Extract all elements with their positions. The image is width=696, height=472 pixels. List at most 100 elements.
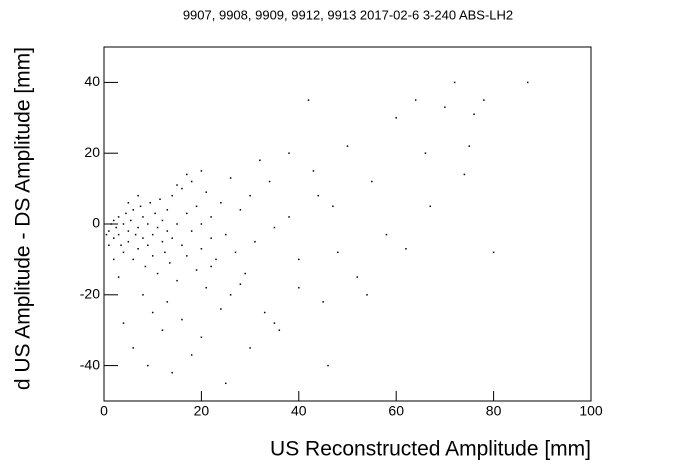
point — [298, 258, 300, 261]
point — [176, 279, 178, 282]
point — [127, 240, 130, 243]
point — [268, 180, 271, 183]
y-tick-label: -20 — [80, 286, 100, 302]
point — [220, 308, 222, 310]
point — [125, 212, 127, 215]
point — [117, 216, 120, 218]
point — [254, 240, 256, 243]
point — [483, 99, 485, 101]
point — [137, 226, 139, 229]
point — [229, 177, 232, 179]
point — [473, 113, 475, 116]
point — [366, 294, 368, 296]
point — [115, 226, 117, 229]
point — [186, 255, 188, 257]
x-tick-label: 20 — [194, 403, 210, 419]
point — [346, 145, 349, 147]
point — [239, 209, 242, 211]
point — [312, 170, 315, 172]
point — [166, 301, 169, 303]
y-tick-label: 0 — [92, 215, 100, 231]
chart-title: 9907, 9908, 9909, 9912, 9913 2017-02-6 3… — [183, 7, 513, 22]
point — [453, 81, 456, 84]
point — [130, 219, 132, 222]
point — [139, 205, 142, 208]
point — [215, 258, 217, 261]
point — [327, 364, 329, 367]
point — [307, 99, 310, 101]
point — [127, 202, 130, 204]
point — [147, 223, 149, 225]
point — [322, 301, 324, 303]
point — [171, 194, 173, 197]
point — [176, 223, 178, 225]
point — [332, 205, 334, 208]
point — [405, 248, 407, 250]
point — [134, 233, 137, 236]
point — [249, 347, 251, 349]
point — [112, 237, 115, 239]
point — [317, 194, 320, 197]
point — [154, 212, 156, 215]
point — [122, 322, 125, 324]
point — [117, 276, 120, 278]
point — [190, 230, 193, 232]
point — [278, 329, 281, 331]
point — [220, 202, 222, 204]
point — [156, 272, 159, 275]
point — [186, 173, 188, 176]
point — [239, 283, 242, 285]
point — [244, 272, 246, 275]
point — [147, 244, 149, 246]
point — [263, 311, 266, 314]
y-tick-label: 20 — [84, 144, 100, 160]
point — [171, 237, 173, 239]
point — [132, 347, 134, 349]
point — [108, 230, 110, 232]
point — [195, 269, 198, 271]
point — [526, 81, 529, 84]
point — [200, 223, 203, 225]
x-tick-label: 40 — [291, 403, 307, 419]
point — [110, 223, 113, 225]
point — [147, 364, 149, 367]
point — [168, 262, 171, 264]
point — [137, 248, 139, 250]
point — [337, 251, 339, 254]
point — [356, 276, 358, 278]
point — [205, 286, 208, 289]
point — [190, 180, 193, 183]
point — [144, 265, 147, 268]
x-tick-label: 80 — [486, 403, 502, 419]
x-axis-title: US Reconstructed Amplitude [mm] — [270, 438, 591, 461]
point — [229, 294, 232, 296]
y-tick-label: -40 — [80, 356, 100, 372]
point — [210, 237, 212, 239]
point — [395, 117, 397, 119]
point — [288, 152, 290, 154]
point — [112, 258, 115, 261]
point — [117, 233, 120, 236]
point — [151, 255, 154, 257]
point — [122, 223, 125, 225]
point — [195, 205, 198, 208]
point — [156, 226, 159, 229]
x-tick-label: 60 — [388, 403, 404, 419]
point — [429, 205, 432, 208]
point — [132, 258, 134, 261]
point — [210, 216, 212, 218]
point — [200, 336, 203, 339]
point — [166, 209, 169, 211]
y-tick-label: 40 — [84, 73, 100, 89]
point — [424, 152, 427, 154]
point — [181, 244, 183, 246]
point — [259, 159, 261, 162]
point — [468, 145, 470, 147]
point — [273, 322, 276, 324]
point — [444, 106, 446, 108]
point — [181, 187, 183, 190]
point — [120, 244, 122, 246]
point — [210, 265, 212, 268]
point — [200, 170, 203, 172]
